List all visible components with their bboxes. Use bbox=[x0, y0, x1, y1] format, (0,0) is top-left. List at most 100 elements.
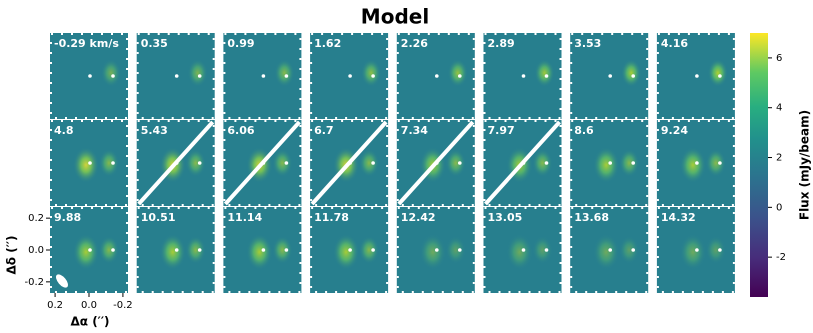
emission bbox=[445, 236, 466, 264]
emission bbox=[707, 59, 728, 87]
star-marker bbox=[608, 161, 612, 165]
star-marker bbox=[111, 161, 115, 165]
panel-label: 2.26 bbox=[401, 37, 428, 50]
panels: -0.29 km/s 0.35 0.99 1.62 2.26 2.89 3.53 4.16 4.… bbox=[50, 33, 735, 293]
panel-label: 9.24 bbox=[661, 124, 688, 137]
x-tick-label: 0.0 bbox=[81, 300, 97, 311]
emission bbox=[272, 236, 293, 264]
panel-label: 4.8 bbox=[54, 124, 74, 137]
colorbar-tick-label: -2 bbox=[776, 252, 786, 263]
emission bbox=[187, 59, 208, 87]
emission bbox=[274, 59, 295, 87]
panel-label: 7.34 bbox=[401, 124, 428, 137]
panel-label: 2.89 bbox=[488, 37, 515, 50]
colorbar-tick-label: 4 bbox=[776, 103, 782, 114]
star-marker bbox=[261, 248, 266, 252]
star-marker bbox=[608, 74, 612, 78]
star-marker bbox=[718, 74, 722, 78]
emission bbox=[593, 147, 620, 183]
emission bbox=[532, 149, 553, 177]
panel-label: 4.16 bbox=[661, 37, 688, 50]
star-marker bbox=[695, 161, 699, 165]
emission bbox=[679, 234, 706, 270]
emission bbox=[534, 59, 555, 87]
panel-label: 5.43 bbox=[141, 124, 168, 137]
star-marker bbox=[261, 74, 266, 78]
star-marker bbox=[197, 248, 202, 252]
star-marker bbox=[111, 248, 115, 252]
star-marker bbox=[631, 248, 635, 252]
emission bbox=[619, 236, 640, 264]
star-marker bbox=[348, 74, 352, 78]
star-marker bbox=[631, 161, 635, 165]
panel-label: 13.05 bbox=[488, 211, 523, 224]
star-marker bbox=[174, 248, 179, 252]
emission bbox=[185, 149, 206, 177]
star-marker bbox=[718, 161, 722, 165]
y-axis-label: Δδ (′′) bbox=[5, 235, 19, 274]
panel-label: 0.99 bbox=[227, 37, 254, 50]
emission bbox=[359, 236, 380, 264]
star-marker bbox=[88, 161, 92, 165]
star-marker bbox=[348, 161, 352, 165]
x-tick-label: -0.2 bbox=[113, 300, 133, 311]
emission bbox=[246, 234, 273, 270]
colorbar-tick-label: 6 bbox=[776, 53, 782, 64]
emission bbox=[361, 59, 382, 87]
colorbar-tick-label: 0 bbox=[776, 202, 782, 213]
emission bbox=[185, 236, 206, 264]
star-marker bbox=[521, 161, 526, 165]
panel-label: 8.6 bbox=[574, 124, 594, 137]
panel-label: 14.32 bbox=[661, 211, 696, 224]
star-marker bbox=[435, 161, 439, 165]
star-marker bbox=[174, 161, 179, 165]
y-tick-label: 0.2 bbox=[28, 213, 44, 224]
chart-title: Model bbox=[361, 5, 429, 29]
star-marker bbox=[371, 161, 375, 165]
star-marker bbox=[88, 74, 92, 78]
emission bbox=[506, 234, 533, 270]
emission bbox=[99, 149, 119, 177]
emission bbox=[333, 234, 360, 270]
star-marker bbox=[544, 248, 549, 252]
x-axis-label: Δα (′′) bbox=[70, 315, 109, 329]
emission bbox=[619, 149, 640, 177]
y-tick-label: -0.2 bbox=[24, 277, 44, 288]
star-marker bbox=[718, 248, 722, 252]
emission bbox=[679, 147, 706, 183]
star-marker bbox=[521, 248, 526, 252]
star-marker bbox=[458, 248, 462, 252]
panel-label: 3.53 bbox=[574, 37, 601, 50]
star-marker bbox=[111, 74, 115, 78]
colorbar bbox=[750, 33, 768, 297]
emission bbox=[73, 234, 99, 270]
panel-label: 0.35 bbox=[141, 37, 168, 50]
panel-label: 6.7 bbox=[314, 124, 334, 137]
star-marker bbox=[544, 74, 549, 78]
star-marker bbox=[458, 161, 462, 165]
y-tick-label: 0.0 bbox=[28, 245, 44, 256]
colorbar-tick-label: 2 bbox=[776, 153, 782, 164]
star-marker bbox=[88, 248, 92, 252]
star-marker bbox=[695, 74, 699, 78]
star-marker bbox=[197, 161, 202, 165]
panel-label: 12.42 bbox=[401, 211, 436, 224]
emission bbox=[445, 149, 466, 177]
emission bbox=[593, 234, 620, 270]
x-tick-label: 0.2 bbox=[47, 300, 63, 311]
star-marker bbox=[197, 74, 202, 78]
emission bbox=[447, 59, 468, 87]
star-marker bbox=[261, 161, 266, 165]
emission bbox=[532, 236, 553, 264]
emission bbox=[359, 149, 380, 177]
colorbar-label: Flux (mJy/beam) bbox=[798, 110, 812, 220]
panel-label: 1.62 bbox=[314, 37, 341, 50]
emission bbox=[159, 234, 186, 270]
star-marker bbox=[284, 248, 289, 252]
panel-label: 7.97 bbox=[488, 124, 515, 137]
star-marker bbox=[544, 161, 549, 165]
star-marker bbox=[174, 74, 179, 78]
emission bbox=[419, 234, 446, 270]
star-marker bbox=[695, 248, 699, 252]
